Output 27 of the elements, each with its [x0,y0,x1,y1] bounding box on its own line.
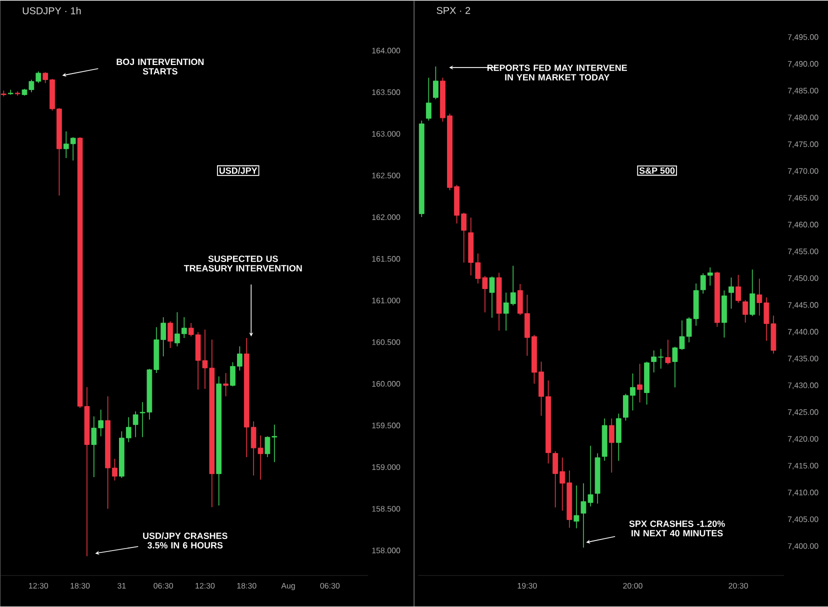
candlestick [736,274,741,304]
candlestick [426,77,432,121]
candlestick [608,418,614,473]
candlestick [489,276,495,318]
candlestick [665,339,671,365]
candlestick [742,300,748,323]
annotation: SUSPECTED US TREASURY INTERVENTION [184,256,302,272]
candlestick [750,269,756,317]
text: USDJPY · 1h [22,6,81,14]
annotation: REPORTS FED MAY INTERVENE IN YEN MARKET TODAY [487,64,627,80]
candlestick [272,424,278,463]
chart-title: SPX · 2 [436,6,470,14]
annotation: BOJ INTERVENTION STARTS [116,58,204,74]
annotation: USD/JPY [219,167,258,174]
annotation: S&P 500 [639,167,675,174]
candlestick [574,485,580,529]
candlestick [756,278,762,316]
candlestick [637,363,642,403]
candlestick [432,66,438,100]
annotation: USD/JPY CRASHES 3.5% IN 6 HOURS [143,532,228,548]
candlestick [728,277,734,310]
candlestick [160,316,166,357]
candlestick [264,436,270,458]
candlestick [168,320,173,348]
candlestick [132,410,138,438]
candlestick [223,372,228,397]
annotation: SPX CRASHES -1.20% IN NEXT 40 MINUTES [629,520,725,536]
